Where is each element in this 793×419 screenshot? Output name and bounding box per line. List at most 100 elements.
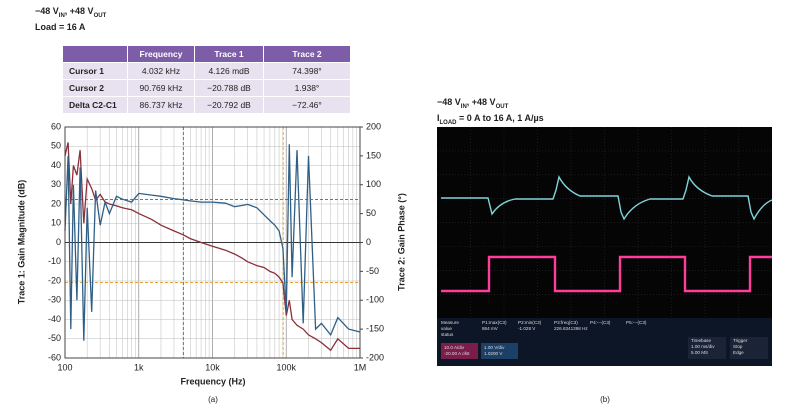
table-cell: Cursor 1: [62, 62, 128, 80]
scope-param-name: P3:freq(C3): [554, 320, 578, 325]
scope-trigger-text: Trigger: [733, 338, 748, 343]
table-row: Cursor 2 90.769 kHz −20.788 dB 1.938°: [62, 79, 351, 97]
scope-channel-text: -20.00 A ofst: [444, 351, 470, 356]
y-tick-label: 10: [51, 218, 61, 228]
y2-tick-label: 150: [366, 150, 381, 160]
caption-a-line1: −48 VIN, +48 VOUT: [35, 6, 106, 22]
x-axis-label: Frequency (Hz): [180, 376, 245, 386]
scope-param-value: -1.028 V: [518, 326, 536, 331]
cursor-table: Frequency Trace 1 Trace 2 Cursor 1 4.032 kH…: [62, 45, 351, 114]
table-cell: −72.46°: [263, 96, 351, 114]
y-tick-label: 0: [56, 237, 61, 247]
scope-trace-voltage: [441, 175, 773, 221]
table-cell: −20.792 dB: [194, 96, 264, 114]
scope-param-name: P2:min(C3): [518, 320, 542, 325]
caption-text: , +48 V: [64, 6, 94, 16]
series-line: [64, 142, 360, 352]
caption-text: = 0 A to 16 A, 1 A/µs: [456, 112, 544, 123]
caption-b: −48 VIN, +48 VOUT ILOAD = 0 A to 16 A, 1…: [437, 97, 544, 129]
caption-sub: LOAD: [439, 119, 457, 126]
x-tick-label: 1M: [354, 362, 367, 372]
panel-label: (b): [600, 395, 610, 404]
series-line: [64, 144, 361, 341]
y2-axis-label: Trace 2: Gain Phase (°): [396, 193, 406, 291]
scope-timebase-text: 1.00 ms/div: [691, 344, 715, 349]
panel-label: (a): [208, 395, 218, 404]
y-tick-label: -30: [48, 295, 61, 305]
table-cell: 90.769 kHz: [127, 79, 195, 97]
table-cell: Delta C2-C1: [62, 96, 128, 114]
table-cell: 1.938°: [263, 79, 351, 97]
scope-box: [730, 337, 768, 359]
caption-sub: IN: [460, 103, 467, 110]
caption-text: I: [437, 112, 440, 123]
header-cell: Trace 2: [263, 45, 351, 63]
scope-channel-text: 1.0200 V: [484, 351, 503, 356]
caption-text: , +48 V: [466, 97, 496, 107]
y-tick-label: -40: [48, 314, 61, 324]
y2-tick-label: 100: [366, 179, 381, 189]
y2-tick-label: 0: [366, 237, 371, 247]
y-tick-label: 60: [51, 121, 61, 131]
caption-sub: OUT: [93, 12, 107, 19]
scope-param-value: 864 mV: [482, 326, 499, 331]
y-tick-label: 30: [51, 179, 61, 189]
y-tick-label: -50: [48, 333, 61, 343]
scope-trigger-text: Stop: [733, 344, 743, 349]
scope-grid: [437, 127, 772, 318]
scope-param-name: P5:---(C3): [626, 320, 647, 325]
scope-channel-text: 1.00 V/div: [484, 345, 505, 350]
header-cell: [62, 45, 128, 63]
y-tick-label: 40: [51, 160, 61, 170]
caption-a-line2: Load = 16 A: [35, 21, 86, 32]
caption-sub: OUT: [495, 103, 509, 110]
y2-tick-label: 50: [366, 208, 376, 218]
y2-tick-label: -200: [366, 352, 384, 362]
y-tick-label: 50: [51, 141, 61, 151]
scope-box: [688, 337, 726, 359]
scope-param-value: 226.6341398 Hz: [554, 326, 588, 331]
y-tick-label: -10: [48, 256, 61, 266]
caption-sub: IN: [58, 12, 65, 19]
table-cell: Cursor 2: [62, 79, 128, 97]
x-tick-label: 100: [57, 362, 72, 372]
header-cell: Frequency: [127, 45, 195, 63]
scope-timebase-text: Timebase: [691, 338, 711, 343]
scope-trigger-text: Edge: [733, 350, 744, 355]
y2-tick-label: -100: [366, 295, 384, 305]
scope-measure-label: status: [441, 332, 454, 337]
y2-tick-label: 200: [366, 121, 381, 131]
y2-tick-label: -50: [366, 266, 379, 276]
y2-tick-label: -150: [366, 324, 384, 334]
scope-channel-box: [441, 343, 478, 359]
scope-timebase-text: 5.00 MS: [691, 350, 708, 355]
table-row: Delta C2-C1 86.737 kHz −20.792 dB −72.46°: [62, 96, 351, 114]
x-tick-label: 1k: [134, 362, 144, 372]
y-tick-label: 20: [51, 198, 61, 208]
scope-channel-text: 10.0 A/div: [444, 345, 465, 350]
caption-text: −48 V: [35, 6, 59, 16]
scope-measure-label: value: [441, 326, 452, 331]
caption-b-line2: ILOAD = 0 A to 16 A, 1 A/µs: [437, 113, 544, 129]
y-axis-label: Trace 1: Gain Magnitude (dB): [16, 180, 26, 305]
table-cell: 4.126 mdB: [194, 62, 264, 80]
y-tick-label: -60: [48, 352, 61, 362]
scope-measure-label: Measure: [441, 320, 459, 325]
scope-param-name: P4:---(C3): [590, 320, 611, 325]
x-tick-label: 100k: [276, 362, 296, 372]
caption-a: −48 VIN, +48 VOUT Load = 16 A: [35, 6, 106, 33]
x-tick-label: 10k: [205, 362, 220, 372]
table-body: Cursor 1 4.032 kHz 4.126 mdB 74.398° Cursor …: [62, 62, 351, 114]
caption-b-line1: −48 VIN, +48 VOUT: [437, 97, 544, 113]
scope-trace-current: [441, 255, 772, 293]
caption-text: −48 V: [437, 97, 461, 107]
scope-channel-box: [481, 343, 518, 359]
scope-param-name: P1:max(C3): [482, 320, 507, 325]
table-cell: 86.737 kHz: [127, 96, 195, 114]
y-tick-label: -20: [48, 275, 61, 285]
plot-frame: [64, 126, 361, 359]
